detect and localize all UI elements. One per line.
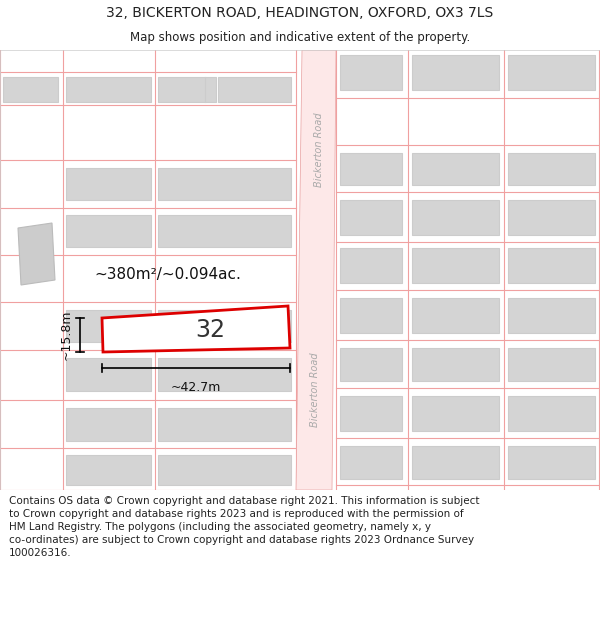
Bar xyxy=(412,298,499,333)
Bar xyxy=(66,168,151,200)
Bar xyxy=(340,153,402,185)
Bar xyxy=(158,168,291,200)
Polygon shape xyxy=(102,306,290,352)
Bar xyxy=(412,396,499,431)
Bar xyxy=(158,455,291,485)
Bar xyxy=(412,248,499,283)
Bar xyxy=(158,215,291,247)
Bar xyxy=(66,215,151,247)
Bar xyxy=(412,153,499,185)
Text: Bickerton Road: Bickerton Road xyxy=(314,112,324,188)
Text: ~42.7m: ~42.7m xyxy=(171,381,221,394)
Bar xyxy=(218,77,291,102)
Bar xyxy=(66,358,151,391)
Bar xyxy=(412,348,499,381)
Bar xyxy=(340,248,402,283)
Bar xyxy=(508,200,595,235)
Bar xyxy=(66,77,151,102)
Bar xyxy=(508,248,595,283)
Bar xyxy=(340,348,402,381)
Bar xyxy=(158,310,291,342)
Bar xyxy=(340,200,402,235)
Text: 32: 32 xyxy=(195,318,225,342)
Bar xyxy=(412,55,499,90)
Bar xyxy=(66,455,151,485)
Bar xyxy=(508,298,595,333)
Bar xyxy=(412,446,499,479)
Bar xyxy=(158,77,216,102)
Bar xyxy=(340,55,402,90)
Bar xyxy=(508,396,595,431)
Bar xyxy=(3,77,58,102)
Bar xyxy=(340,396,402,431)
Bar xyxy=(508,153,595,185)
Bar xyxy=(508,446,595,479)
Text: ~380m²/~0.094ac.: ~380m²/~0.094ac. xyxy=(95,268,241,282)
Bar xyxy=(66,408,151,441)
Bar xyxy=(340,446,402,479)
Text: Contains OS data © Crown copyright and database right 2021. This information is : Contains OS data © Crown copyright and d… xyxy=(9,496,479,559)
Polygon shape xyxy=(18,223,55,285)
Bar xyxy=(340,298,402,333)
Text: Bickerton Road: Bickerton Road xyxy=(310,352,320,428)
Bar xyxy=(66,310,151,342)
Bar xyxy=(158,358,291,391)
Text: 32, BICKERTON ROAD, HEADINGTON, OXFORD, OX3 7LS: 32, BICKERTON ROAD, HEADINGTON, OXFORD, … xyxy=(106,6,494,19)
Bar xyxy=(508,55,595,90)
Text: Map shows position and indicative extent of the property.: Map shows position and indicative extent… xyxy=(130,31,470,44)
Polygon shape xyxy=(296,50,336,490)
Bar xyxy=(412,200,499,235)
Bar xyxy=(508,348,595,381)
Bar xyxy=(158,408,291,441)
Text: ~15.8m: ~15.8m xyxy=(60,310,73,360)
